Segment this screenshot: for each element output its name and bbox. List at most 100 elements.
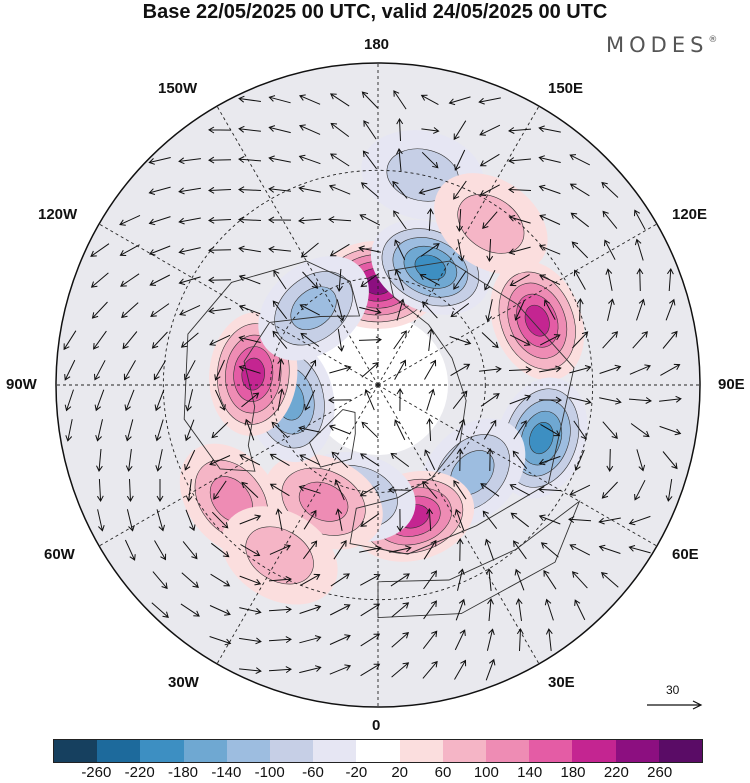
colorbar-segment — [270, 740, 314, 762]
wind-vector — [393, 210, 407, 230]
colorbar-tick-label: -140 — [211, 764, 242, 781]
wind-vector — [482, 211, 498, 230]
colorbar-segment — [140, 740, 184, 762]
anomaly-contour — [241, 357, 266, 391]
wind-vector — [573, 420, 587, 440]
wind-vector — [396, 508, 404, 532]
lon-label-150w: 150W — [158, 80, 198, 97]
wind-vector — [420, 243, 440, 257]
wind-vector — [337, 329, 345, 352]
wind-vector — [208, 246, 232, 254]
wind-vector — [480, 483, 500, 497]
wind-vector — [358, 245, 381, 253]
colorbar-segment — [615, 740, 659, 762]
wind-vector — [574, 599, 586, 621]
colorbar-tick-label: -260 — [81, 764, 112, 781]
wind-vector — [302, 271, 319, 289]
wind-vector — [153, 360, 167, 381]
wind-vector — [329, 604, 351, 616]
negative-anomaly-center — [370, 219, 490, 315]
colorbar-tick-label: 20 — [391, 764, 408, 781]
wind-vector — [632, 331, 648, 349]
wind-vector — [268, 216, 292, 224]
wind-vector — [330, 122, 350, 137]
wind-vector — [277, 358, 285, 381]
wind-vector — [97, 509, 105, 532]
wind-vector — [423, 570, 437, 590]
wind-vector — [185, 509, 196, 532]
wind-vector — [209, 455, 231, 466]
wind-vector — [424, 359, 437, 380]
wind-vector — [362, 150, 377, 170]
wind-vector — [454, 149, 466, 171]
wind-vector — [569, 544, 591, 556]
wind-vector — [268, 185, 291, 193]
wind-vector — [298, 484, 321, 494]
wind-vector — [96, 478, 104, 502]
wind-vector — [568, 516, 592, 524]
wind-vector — [391, 632, 410, 648]
wind-vector — [538, 244, 561, 255]
wind-vector — [571, 571, 588, 589]
wind-vector — [268, 155, 291, 163]
wind-vector — [90, 272, 109, 288]
lon-label-60e: 60E — [672, 546, 699, 563]
wind-vector — [328, 424, 351, 435]
wind-vector — [304, 359, 317, 380]
wind-vector — [156, 479, 164, 502]
wind-vector — [572, 331, 589, 349]
positive-anomaly-center — [434, 173, 548, 275]
wind-vector — [300, 573, 321, 586]
wind-vector — [298, 154, 321, 165]
wind-vector — [209, 636, 232, 646]
wind-vector — [634, 238, 644, 261]
wind-vector — [150, 303, 170, 317]
wind-vector — [485, 568, 493, 591]
wind-vector — [178, 276, 201, 286]
wind-vector — [421, 151, 439, 169]
wind-vector — [299, 94, 321, 105]
wind-vector — [268, 606, 292, 614]
wind-vector — [391, 602, 410, 618]
wind-vector — [358, 336, 382, 344]
wind-vector — [148, 157, 171, 165]
wind-vector — [420, 94, 439, 106]
lon-label-90w: 90W — [6, 376, 37, 393]
wind-vector — [544, 598, 554, 621]
wind-vector — [238, 156, 262, 163]
wind-vector — [96, 448, 103, 472]
wind-vector — [238, 274, 261, 285]
wind-vector — [486, 238, 494, 262]
wind-vector — [509, 484, 530, 496]
wind-vector — [423, 539, 437, 560]
map-disc-border — [55, 62, 701, 708]
wind-vector — [448, 96, 471, 106]
wind-vector — [179, 304, 201, 316]
wind-vector — [303, 509, 317, 530]
wind-vector — [396, 118, 404, 142]
wind-vector — [208, 307, 231, 315]
wind-vector — [509, 394, 532, 405]
wind-vector — [239, 667, 262, 675]
wind-vector — [479, 153, 500, 167]
wind-vector — [238, 364, 261, 374]
wind-vector — [333, 539, 347, 560]
wind-vector — [508, 215, 531, 224]
wind-vector — [510, 512, 530, 528]
wind-vector — [396, 388, 404, 412]
colorbar-tick-label: -180 — [167, 764, 199, 781]
wind-vector — [457, 568, 465, 591]
wind-vector — [660, 363, 681, 376]
wind-vector — [151, 331, 168, 349]
wind-vector — [328, 216, 352, 224]
wind-vector — [64, 389, 74, 412]
lon-label-150e: 150E — [548, 80, 584, 97]
wind-vector — [538, 486, 562, 494]
wind-vector — [487, 598, 494, 622]
wind-vector — [241, 481, 259, 498]
wind-vector — [424, 449, 436, 471]
wind-vector — [508, 157, 532, 164]
wind-vector — [239, 575, 262, 586]
wind-vector — [361, 421, 379, 439]
wind-vector — [268, 576, 292, 583]
